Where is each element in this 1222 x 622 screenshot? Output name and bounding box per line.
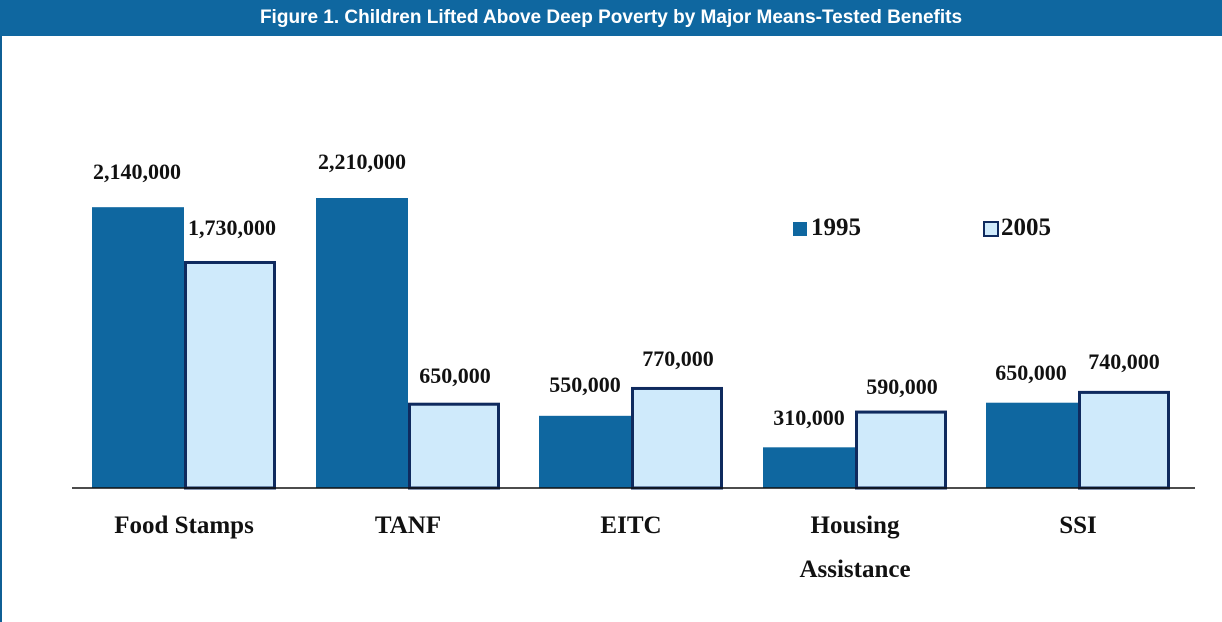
legend-label-1995: 1995: [811, 214, 861, 241]
bar-chart: 2,140,000 2,210,000 550,000 310,000 650,000 1…: [72, 149, 1195, 583]
category-label-0-0: Food Stamps: [114, 512, 254, 539]
data-label-2005-2: 770,000: [642, 346, 714, 371]
bar-1995-1: [316, 198, 408, 488]
chart-title: Figure 1. Children Lifted Above Deep Pov…: [0, 0, 1222, 36]
category-label-2-0: EITC: [600, 512, 661, 539]
bar-2005-3: [855, 410, 947, 490]
bar-2005-4: [1078, 390, 1170, 490]
category-label-3-1: Assistance: [799, 556, 910, 583]
data-label-1995-3: 310,000: [773, 405, 845, 430]
legend-swatch-1995: [793, 222, 807, 236]
bar-1995-0: [92, 207, 184, 488]
data-label-2005-3: 590,000: [866, 374, 938, 399]
legend-label-2005: 2005: [1001, 214, 1051, 241]
category-label-1-0: TANF: [375, 512, 441, 539]
data-label-2005-0: 1,730,000: [188, 215, 276, 240]
data-label-1995-1: 2,210,000: [318, 149, 406, 174]
bar-1995-3: [763, 447, 855, 488]
bar-1995-2: [539, 415, 631, 488]
category-label-3-0: Housing: [811, 512, 900, 539]
data-label-1995-2: 550,000: [549, 372, 621, 397]
legend-swatch-2005: [983, 221, 999, 237]
data-label-2005-1: 650,000: [419, 363, 491, 388]
bar-2005-2: [631, 386, 723, 490]
bar-2005-0: [184, 260, 276, 490]
category-label-4-0: SSI: [1059, 512, 1097, 539]
data-label-1995-0: 2,140,000: [93, 159, 181, 184]
data-label-2005-4: 740,000: [1088, 349, 1160, 374]
bar-2005-1: [408, 402, 500, 490]
data-label-1995-4: 650,000: [995, 360, 1067, 385]
bar-1995-4: [986, 402, 1078, 488]
